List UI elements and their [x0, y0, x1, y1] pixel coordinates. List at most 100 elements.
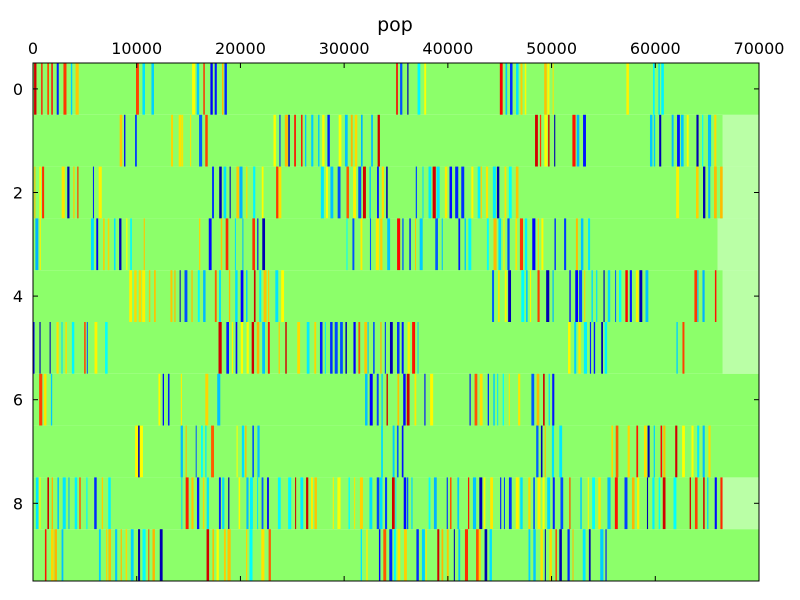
heatmap-cell	[677, 114, 680, 167]
heatmap-cell	[708, 166, 711, 219]
heatmap-cell	[41, 63, 43, 115]
heatmap-cell	[490, 477, 493, 530]
row-background	[33, 373, 759, 426]
heatmap-cell	[224, 63, 227, 115]
heatmap-cell	[96, 218, 99, 271]
heatmap-cell	[43, 373, 47, 426]
heatmap-cell	[241, 425, 245, 478]
heatmap-cell	[325, 166, 328, 219]
heatmap-cell	[367, 322, 369, 374]
heatmap-cell	[497, 373, 499, 426]
heatmap-cell	[537, 218, 539, 271]
heatmap-cell	[170, 270, 173, 322]
heatmap-cell	[474, 373, 478, 426]
heatmap-cell	[518, 373, 521, 426]
y-tick-label: 8	[13, 494, 23, 513]
heatmap-cell	[551, 425, 555, 478]
heatmap-cell	[51, 529, 54, 581]
heatmap-cell	[275, 270, 279, 322]
heatmap-row-3	[33, 218, 759, 271]
heatmap-cell	[108, 477, 111, 530]
heatmap-cell	[130, 529, 134, 581]
heatmap-cell	[171, 114, 174, 167]
heatmap-cell	[62, 477, 66, 530]
heatmap-cell	[580, 477, 582, 530]
heatmap-cell	[653, 114, 656, 167]
heatmap-cell	[436, 166, 440, 219]
heatmap-cell	[143, 218, 145, 271]
heatmap-cell	[428, 477, 431, 530]
heatmap-cell	[330, 166, 334, 219]
heatmap-cell	[720, 166, 723, 219]
heatmap-cell	[547, 477, 551, 530]
heatmap-cell	[406, 373, 410, 426]
heatmap-cell	[516, 63, 519, 115]
heatmap-cell	[371, 114, 373, 167]
heatmap-cell	[359, 477, 363, 530]
heatmap-cell	[645, 270, 649, 322]
heatmap-cell	[673, 477, 677, 530]
heatmap-row-2	[33, 166, 759, 219]
heatmap-cell	[461, 166, 465, 219]
heatmap-cell	[288, 477, 292, 530]
heatmap-cell	[142, 63, 145, 115]
heatmap-cell	[601, 322, 603, 374]
heatmap-cell	[464, 529, 468, 581]
heatmap-cell	[68, 477, 70, 530]
heatmap-cell	[560, 477, 564, 530]
heatmap-cell	[406, 477, 409, 530]
heatmap-cell	[544, 529, 546, 581]
heatmap-cell	[471, 166, 474, 219]
heatmap-cell	[532, 218, 536, 271]
heatmap-cell	[682, 425, 685, 478]
heatmap-cell	[246, 166, 248, 219]
heatmap-cell	[129, 270, 133, 322]
heatmap-cell	[457, 477, 460, 530]
heatmap-cell	[435, 218, 438, 271]
heatmap-cell	[226, 322, 229, 374]
heatmap-cell	[181, 477, 183, 530]
heatmap-cell	[580, 218, 584, 271]
heatmap-cell	[484, 529, 488, 581]
y-tick-label: 2	[13, 184, 23, 203]
heatmap-cell	[113, 218, 116, 271]
heatmap-cell	[540, 425, 543, 478]
heatmap-cell	[627, 425, 630, 478]
heatmap-cell	[680, 114, 684, 167]
heatmap-cell	[652, 477, 655, 530]
heatmap-cell	[267, 270, 270, 322]
heatmap-cell	[676, 322, 678, 374]
heatmap-row-4	[33, 270, 759, 322]
heatmap-cell	[720, 477, 723, 530]
heatmap-cell	[416, 529, 419, 581]
y-tick-label: 0	[13, 80, 23, 99]
heatmap-cell	[294, 114, 296, 167]
heatmap-cell	[395, 477, 397, 530]
heatmap-cell	[239, 166, 243, 219]
heatmap-cell	[185, 477, 189, 530]
heatmap-cell	[629, 270, 632, 322]
heatmap-cell	[446, 477, 448, 530]
heatmap-cell	[180, 425, 183, 478]
heatmap-cell	[548, 114, 550, 167]
heatmap-cell	[159, 529, 163, 581]
heatmap-cell	[262, 218, 266, 271]
heatmap-cell	[191, 270, 193, 322]
heatmap-cell	[304, 114, 307, 167]
row-tail	[722, 114, 759, 167]
heatmap-cell	[603, 270, 605, 322]
heatmap-cell	[49, 322, 51, 374]
heatmap-cell	[424, 63, 427, 115]
heatmap-cell	[261, 477, 264, 530]
heatmap-cell	[607, 270, 611, 322]
heatmap-cell	[401, 322, 404, 374]
heatmap-cell	[182, 114, 184, 167]
heatmap-cell	[492, 270, 495, 322]
heatmap-cell	[108, 529, 111, 581]
heatmap-cell	[358, 166, 362, 219]
heatmap-cell	[219, 166, 222, 219]
heatmap-cell	[380, 218, 383, 271]
heatmap-cell	[119, 218, 122, 271]
heatmap-cell	[496, 166, 500, 219]
heatmap-cell	[702, 270, 705, 322]
